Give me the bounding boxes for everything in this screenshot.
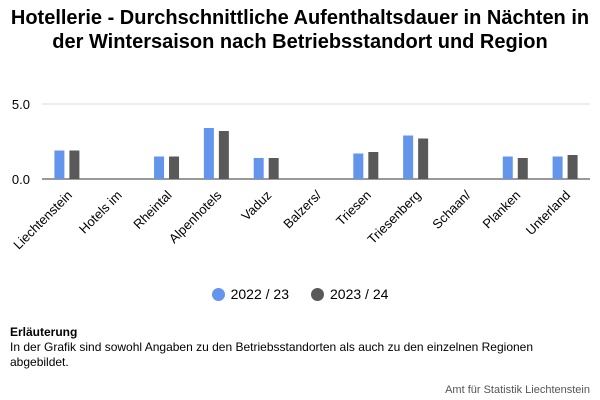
grid-lines [42, 103, 590, 180]
explanation-note: Erläuterung In der Grafik sind sowohl An… [10, 325, 590, 370]
x-tick-label: Liechtenstein [10, 188, 75, 253]
bar-series-2[interactable] [218, 131, 229, 179]
bar-series-2[interactable] [368, 152, 379, 179]
x-tick-label: Schaan/ [429, 187, 474, 232]
bar-series-2[interactable] [169, 156, 180, 180]
bar-series-2[interactable] [517, 158, 528, 179]
x-tick-label: Alpenhotels [166, 187, 225, 246]
legend: 2022 / 23 2023 / 24 [0, 286, 600, 302]
x-tick-label: Triesen [333, 188, 374, 229]
legend-label-series-1: 2022 / 23 [230, 286, 289, 302]
x-tick-label: Triesenberg [364, 188, 423, 247]
bar-series-1[interactable] [502, 156, 513, 180]
chart-title: Hotellerie - Durchschnittliche Aufenthal… [10, 7, 590, 53]
explanation-heading: Erläuterung [10, 325, 78, 339]
bar-series-1[interactable] [203, 128, 214, 179]
bar-series-1[interactable] [552, 156, 563, 180]
legend-item-series-2[interactable]: 2023 / 24 [311, 286, 388, 302]
legend-item-series-1[interactable]: 2022 / 23 [211, 286, 289, 302]
bar-series-1[interactable] [154, 156, 165, 180]
y-tick-label: 0.0 [12, 172, 30, 187]
legend-label-series-2: 2023 / 24 [330, 286, 389, 302]
bar-series-1[interactable] [403, 135, 414, 180]
y-tick-label: 5.0 [12, 97, 30, 112]
legend-marker-series-2 [311, 287, 324, 301]
bar-series-1[interactable] [253, 158, 264, 179]
tick-labels: 0.0 5.0 Liechtenstein Hotels im RheintalAlpe… [10, 97, 573, 252]
bar-series-2[interactable] [418, 138, 429, 180]
bar-series-2[interactable] [268, 158, 279, 179]
legend-marker-series-1 [211, 287, 225, 301]
x-tick-label: Planken [480, 188, 524, 232]
bar-series-1[interactable] [353, 153, 364, 180]
bar-series-2[interactable] [567, 155, 578, 179]
bar-series-1[interactable] [54, 150, 65, 180]
bar-series-2[interactable] [69, 150, 80, 180]
x-tick-label: Hotels im [76, 188, 125, 237]
source-credit: Amt für Statistik Liechtenstein [445, 384, 590, 396]
x-tick-label: Rheintal [130, 187, 174, 231]
x-tick-label: Balzers/ [280, 187, 324, 231]
explanation-text: In der Grafik sind sowohl Angaben zu den… [10, 340, 534, 369]
bars [54, 128, 578, 180]
x-tick-label: Vaduz [238, 188, 274, 224]
x-tick-label: Unterland [523, 188, 573, 238]
